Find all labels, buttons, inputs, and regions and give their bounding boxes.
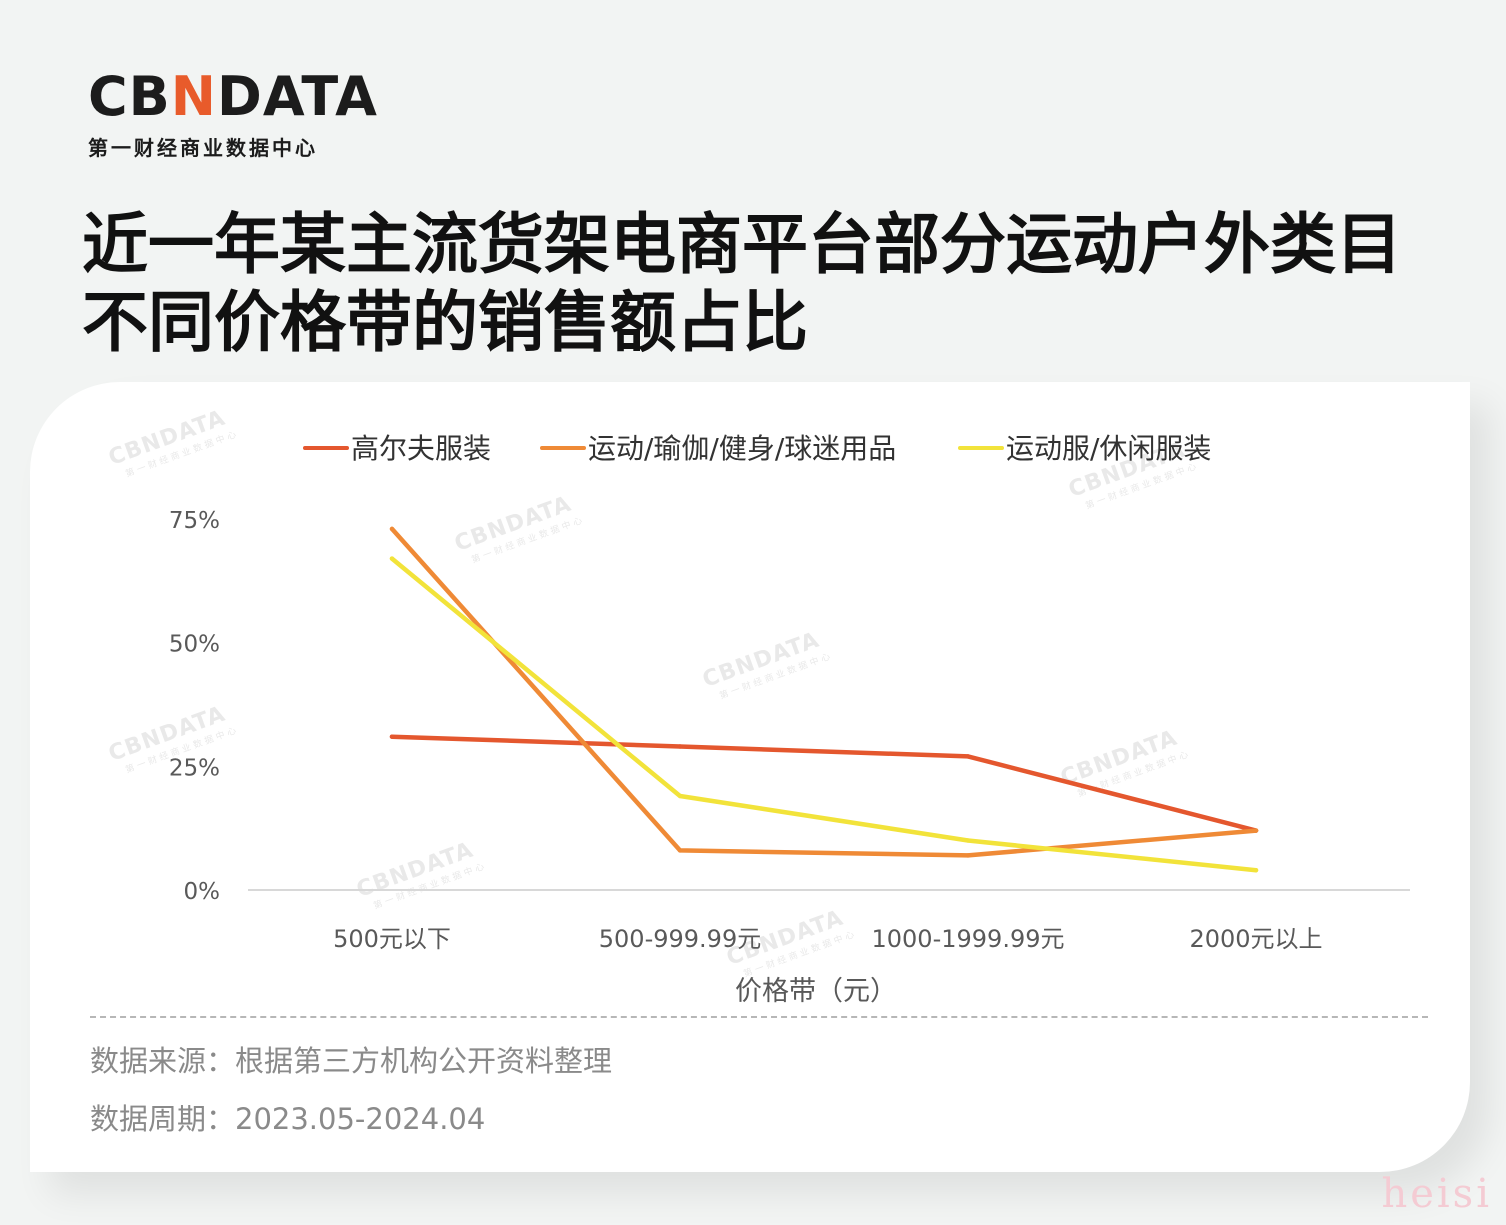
logo-subtitle: 第一财经商业数据中心 (88, 136, 318, 160)
data-period: 数据周期：2023.05-2024.04 (90, 1102, 486, 1136)
data-point (1253, 868, 1259, 873)
y-tick-label: 0% (184, 879, 221, 905)
data-point (677, 793, 683, 799)
brand-mark: heisi (1381, 1171, 1492, 1217)
series-line-3 (389, 556, 1259, 873)
legend-label: 高尔夫服装 (351, 432, 491, 465)
data-point (965, 754, 971, 759)
footer-divider (90, 1016, 1428, 1018)
data-point (677, 848, 683, 853)
y-tick-label: 50% (169, 632, 220, 658)
x-axis-title: 价格带（元） (735, 976, 897, 1007)
y-tick-label: 25% (169, 755, 220, 781)
x-tick-label: 500-999.99元 (599, 925, 761, 953)
data-point (1253, 828, 1259, 833)
chart-card: CBNDATA 第一财经商业数据中心 CBNDATA 第一财经商业数据中心 CBND… (30, 382, 1470, 1172)
legend-label: 运动/瑜伽/健身/球迷用品 (588, 432, 896, 465)
x-tick-label: 2000元以上 (1189, 925, 1322, 953)
data-point (677, 744, 683, 749)
data-point (389, 734, 395, 739)
data-point (965, 838, 971, 843)
x-tick-label: 1000-1999.99元 (872, 925, 1065, 953)
y-tick-label: 75% (169, 508, 220, 534)
cbndata-logo: CBNDATA 第一财经商业数据中心 (88, 70, 378, 161)
page-title: 近一年某主流货架电商平台部分运动户外类目不同价格带的销售额占比 (82, 206, 1402, 361)
data-point (389, 526, 395, 532)
x-tick-label: 500元以下 (333, 925, 451, 953)
data-point (965, 853, 971, 858)
line-chart: 0% 25% 50% 75% 500元以下 500-999.99元 1000-1999.99… (169, 432, 1410, 1007)
data-point (389, 556, 395, 561)
data-source: 数据来源：根据第三方机构公开资料整理 (90, 1044, 613, 1078)
legend-label: 运动服/休闲服装 (1006, 432, 1211, 465)
logo-wordmark: CBNDATA (88, 65, 378, 128)
series-line-2 (389, 526, 1259, 858)
series-line-1 (389, 734, 1259, 833)
